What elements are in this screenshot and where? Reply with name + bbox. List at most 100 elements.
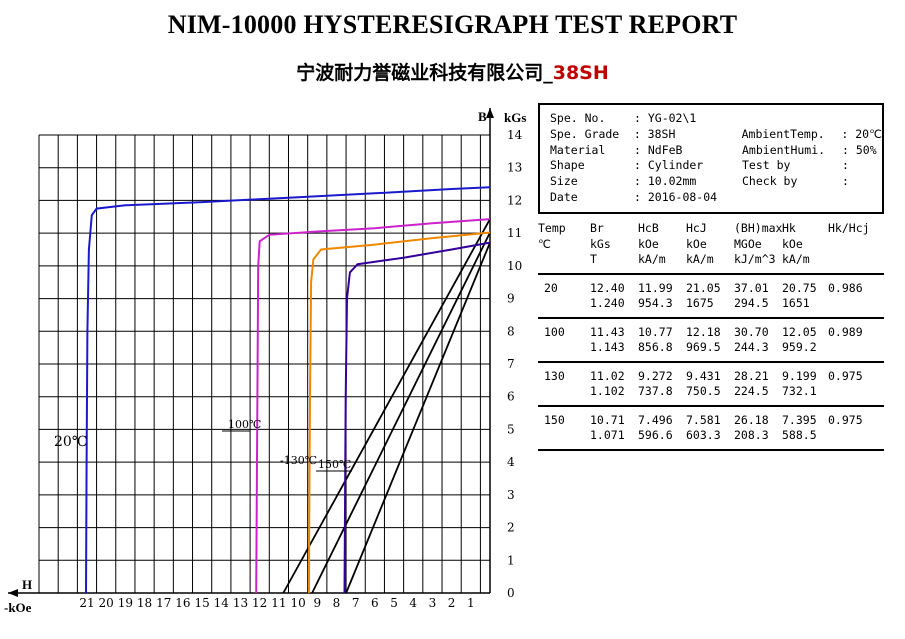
cell-text: 1.071 — [590, 428, 625, 442]
cell-text: 9.272 — [638, 368, 673, 383]
normal-curve-100 — [282, 218, 491, 594]
cell-text: 737.8 — [638, 384, 673, 398]
intrinsic-curve-150 — [343, 241, 491, 594]
table-cell: 9.431 750.5 — [686, 369, 734, 400]
table-row: 100 11.43 1.143 10.77 856.8 12.18 969.5 30.70 24… — [538, 319, 884, 363]
x-tick-label: 16 — [175, 596, 190, 610]
x-tick-label: 5 — [390, 596, 398, 610]
info-key-2 — [742, 111, 842, 127]
curve-label: 150℃ — [318, 458, 351, 471]
cell-text: 1.102 — [590, 384, 625, 398]
info-key-2: Check by — [742, 174, 798, 189]
results-table-body: 20 12.40 1.240 11.99 954.3 21.05 1675 37.01 294.… — [538, 275, 884, 451]
header-cell: Br kGs T — [590, 221, 638, 268]
cell-text: 588.5 — [782, 428, 817, 442]
x-tick-label: 9 — [313, 596, 321, 610]
info-row: Spe. No. : YG-02\1 — [550, 111, 882, 127]
header-text — [538, 252, 590, 268]
cell-text: 0.989 — [828, 324, 863, 339]
cell-text: 9.431 — [686, 368, 721, 383]
header-text: Hk/Hcj — [828, 221, 870, 235]
x-tick-label: 10 — [290, 596, 305, 610]
company-name: 宁波耐力誉磁业科技有限公司_ — [296, 62, 553, 84]
table-cell: 20 — [538, 281, 590, 312]
header-text: Hk — [782, 221, 796, 235]
x-tick-label: 12 — [252, 596, 267, 610]
header-cell: Hk/Hcj — [828, 221, 878, 268]
x-tick-label: 7 — [352, 596, 360, 610]
cell-text: 21.05 — [686, 280, 721, 295]
header-text: kOe — [782, 236, 803, 251]
table-cell: 9.199 732.1 — [782, 369, 828, 400]
x-tick-label: 3 — [429, 596, 437, 610]
intrinsic-curve-130 — [308, 231, 491, 594]
intrinsic-curve-20 — [85, 186, 491, 594]
cell-text: 1.143 — [590, 340, 625, 354]
info-key: Spe. Grade — [550, 126, 620, 141]
y-tick-label: 13 — [507, 161, 522, 175]
cell-text: 150 — [544, 412, 565, 427]
cell-text: 603.3 — [686, 428, 721, 442]
y-tick-label: 5 — [507, 422, 515, 436]
table-row: 130 11.02 1.102 9.272 737.8 9.431 750.5 28.21 22… — [538, 363, 884, 407]
info-key-2: AmbientHumi. — [742, 142, 826, 157]
h-axis-arrow — [8, 589, 18, 597]
info-value-2: : 20℃ — [841, 126, 883, 141]
y-tick-label: 10 — [507, 259, 522, 273]
table-row: 150 10.71 1.071 7.496 596.6 7.581 603.3 26.18 20… — [538, 407, 884, 451]
y-tick-label: 2 — [507, 521, 515, 535]
info-key: Size — [550, 174, 578, 189]
table-cell: 37.01 294.5 — [734, 281, 782, 312]
y-tick-label: 12 — [507, 193, 522, 207]
cell-text: 856.8 — [638, 340, 673, 354]
cell-text: 12.40 — [590, 280, 625, 295]
cell-text: 10.71 — [590, 412, 625, 427]
info-row: Spe. Grade: 38SH AmbientTemp.: 20℃ — [550, 127, 882, 143]
info-value: : YG-02\1 — [634, 111, 697, 125]
header-text: kJ/m^3 — [734, 252, 776, 266]
b-axis-arrow — [486, 108, 494, 118]
header-text: Temp — [538, 221, 566, 235]
table-cell: 7.581 603.3 — [686, 413, 734, 444]
cell-text: 0.975 — [828, 368, 863, 383]
normal-curve-130 — [311, 232, 491, 594]
header-text: Br — [590, 221, 604, 235]
info-key: Spe. No. — [550, 111, 606, 125]
info-key: Date — [550, 189, 578, 204]
info-value-2: : — [842, 174, 849, 189]
x-tick-label: 11 — [271, 596, 286, 610]
info-key: Material — [550, 142, 606, 157]
header-cell: Temp ℃ — [538, 221, 590, 268]
info-value: : 38SH — [633, 126, 676, 141]
cell-text: 37.01 — [734, 280, 769, 295]
x-tick-label: 1 — [467, 596, 475, 610]
cell-text: 732.1 — [782, 384, 817, 398]
cell-text: 28.21 — [734, 368, 769, 383]
cell-text: 30.70 — [734, 324, 769, 339]
cell-text: 294.5 — [734, 296, 769, 310]
x-tick-label: 21 — [79, 596, 94, 610]
header-cell: (BH)max MGOe kJ/m^3 — [734, 221, 782, 268]
x-axis-symbol: H — [22, 577, 32, 592]
table-cell: 12.40 1.240 — [590, 281, 638, 312]
cell-text: 7.581 — [686, 412, 721, 427]
y-tick-label: 1 — [507, 553, 515, 567]
cell-text: 1675 — [686, 296, 714, 310]
header-text: MGOe — [734, 236, 762, 251]
table-cell: 10.77 856.8 — [638, 325, 686, 356]
x-tick-label: 8 — [333, 596, 341, 610]
cell-text: 10.77 — [638, 324, 673, 339]
cell-text: 208.3 — [734, 428, 769, 442]
info-key-2: Test by — [742, 158, 791, 173]
specimen-info-box: Spe. No. : YG-02\1 Spe. Grade : 38SH Ambient… — [538, 103, 884, 214]
header-text: kA/m — [686, 252, 714, 266]
y-tick-label: 7 — [507, 357, 515, 371]
table-cell: 0.986 — [828, 281, 878, 312]
table-cell: 0.975 — [828, 413, 878, 444]
cell-text: 26.18 — [734, 412, 769, 427]
header-cell: HcJ kOe kA/m — [686, 221, 734, 268]
header-divider — [538, 272, 884, 275]
info-row: Material: NdFeB AmbientHumi.: 50% — [550, 143, 882, 159]
y-axis-unit: kGs — [504, 110, 526, 125]
x-tick-label: 4 — [409, 596, 417, 610]
